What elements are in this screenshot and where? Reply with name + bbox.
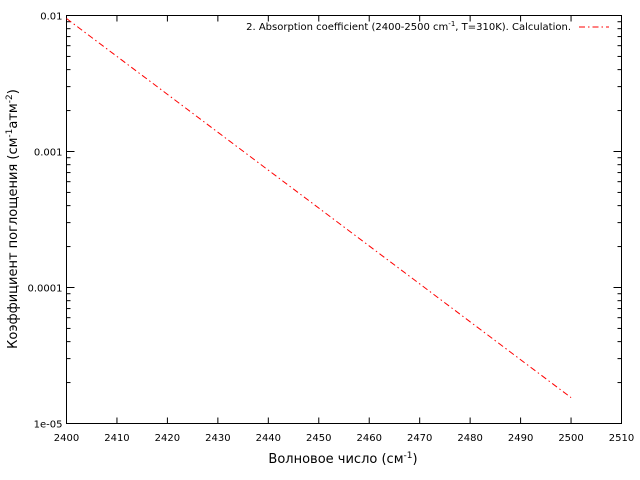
x-tick-label: 2440 (256, 433, 281, 444)
y-axis-label-end: ) (6, 89, 21, 94)
x-tick-label: 2430 (205, 433, 230, 444)
y-tick-label: 0.001 (34, 148, 63, 159)
x-tick-label: 2450 (306, 433, 331, 444)
legend: 2. Absorption coefficient (2400-2500 cm-… (246, 20, 609, 33)
legend-label-sup: -1 (448, 20, 455, 28)
legend-label: 2. Absorption coefficient (2400-2500 cm-… (246, 20, 571, 33)
x-axis-label-end: ) (412, 452, 417, 467)
x-tick-label: 2490 (508, 433, 533, 444)
series-line-0 (66, 18, 572, 399)
x-tick-label: 2400 (54, 433, 79, 444)
x-axis-ticks: 2400 2410 2420 2430 2440 2450 2460 2470 2480 2490… (54, 15, 634, 444)
x-axis-label-main: Волновое число (см (268, 452, 403, 467)
x-tick-label: 2480 (457, 433, 482, 444)
series-layer (66, 18, 572, 399)
y-axis-label-sup1: -1 (5, 129, 15, 138)
x-axis-label-sup: -1 (404, 451, 413, 461)
x-axis-label: Волновое число (см-1) (268, 451, 417, 467)
y-axis-ticks: 0.01 0.001 0.0001 1e-05 (28, 12, 622, 431)
x-tick-label: 2510 (609, 433, 634, 444)
x-tick-label: 2410 (104, 433, 129, 444)
legend-label-main: 2. Absorption coefficient (2400-2500 cm (246, 22, 448, 33)
y-axis-label: Коэффициент поглощения (см-1атм-2) (5, 89, 21, 349)
x-tick-label: 2460 (357, 433, 382, 444)
x-tick-label: 2500 (558, 433, 583, 444)
y-axis-label-mid: атм (6, 103, 21, 128)
plot-frame (66, 15, 622, 424)
y-tick-label: 0.0001 (28, 284, 63, 295)
x-tick-label: 2420 (155, 433, 180, 444)
y-tick-label: 1e-05 (34, 420, 63, 431)
y-axis-label-sup2: -2 (5, 94, 15, 103)
y-axis-label-main: Коэффициент поглощения (см (6, 138, 21, 349)
y-tick-label: 0.01 (40, 12, 62, 23)
legend-label-end: , T=310K). Calculation. (455, 22, 571, 33)
x-tick-label: 2470 (407, 433, 432, 444)
